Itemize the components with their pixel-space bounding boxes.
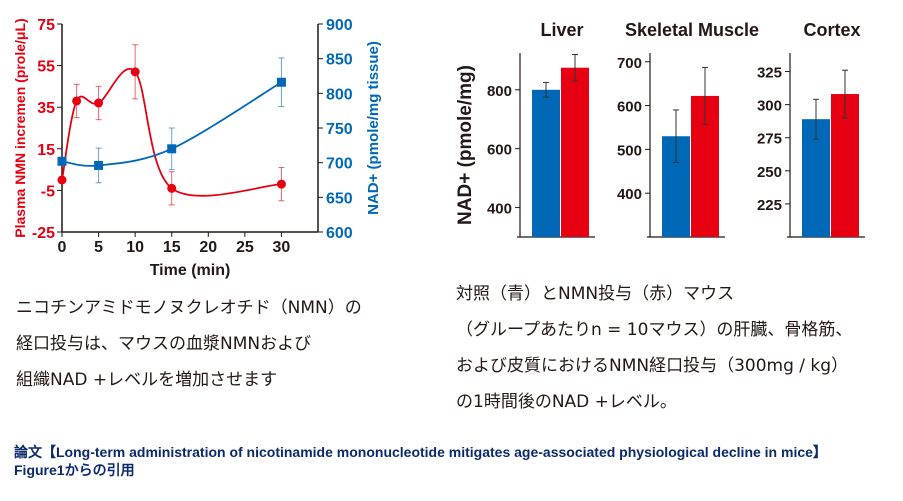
left-tick-label: 15 <box>37 142 55 159</box>
caption-line: 対照（青）とNMN投与（赤）マウス <box>456 284 735 304</box>
bar-tick-label: 250 <box>757 164 782 181</box>
left-tick-label: 55 <box>37 59 55 76</box>
right-tick-label: 700 <box>326 156 353 173</box>
x-tick-label: 10 <box>126 239 144 256</box>
reference-line-1: 論文【Long-term administration of nicotinam… <box>14 444 827 460</box>
data-point <box>57 175 67 185</box>
bar-tick-label: 325 <box>757 65 782 82</box>
bar <box>532 89 560 237</box>
caption-line: ニコチンアミドモノヌクレオチド（NMN）の <box>16 298 362 318</box>
bar-tick-label: 600 <box>487 142 512 159</box>
bar <box>561 67 589 237</box>
right-caption: 対照（青）とNMN投与（赤）マウス （グループあたりn = 10マウス）の肝臓、… <box>456 276 852 420</box>
data-point <box>57 156 67 166</box>
caption-line: および皮質におけるNMN経口投与（300mg / kg） <box>456 356 849 376</box>
x-tick-label: 5 <box>94 239 103 256</box>
caption-line: の1時間後のNAD +レベル。 <box>456 392 677 412</box>
data-point <box>276 77 286 87</box>
bar-tick-label: 500 <box>617 142 642 159</box>
data-point <box>167 144 177 154</box>
data-point <box>94 160 104 170</box>
bar-tick-label: 700 <box>617 55 642 72</box>
data-point <box>94 98 104 108</box>
data-point <box>130 67 140 77</box>
x-tick-label: 15 <box>163 239 181 256</box>
data-point <box>72 96 82 106</box>
right-tick-label: 600 <box>326 225 353 242</box>
right-tick-label: 750 <box>326 121 353 138</box>
left-tick-label: 75 <box>37 17 55 34</box>
caption-line: （グループあたりn = 10マウス）の肝臓、骨格筋、 <box>456 320 853 340</box>
bar-tick-label: 275 <box>757 131 782 148</box>
bar-tick-label: 400 <box>487 201 512 218</box>
right-axis-label: NAD+ (pmole/mg tissue) <box>365 41 382 215</box>
right-tick-label: 800 <box>326 86 353 103</box>
left-tick-label: 35 <box>37 100 55 117</box>
figure-charts: 75 55 35 15 -5 -25 900 850 800 750 700 650 600 0 5 10 15… <box>12 17 865 279</box>
bar-tick-label: 600 <box>617 99 642 116</box>
bar-tick-label: 300 <box>757 98 782 115</box>
right-tick-label: 650 <box>326 190 353 207</box>
data-point <box>276 179 286 189</box>
right-tick-label: 850 <box>326 52 353 69</box>
x-tick-label: 20 <box>199 239 217 256</box>
left-tick-label: -25 <box>32 225 55 242</box>
x-tick-label: 25 <box>236 239 254 256</box>
x-axis-label: Time (min) <box>150 262 231 279</box>
caption-line: 組織NAD +レベルを増加させます <box>16 370 278 390</box>
series-line <box>61 81 282 167</box>
bar-y-axis-label: NAD+ (pmole/mg) <box>455 65 476 225</box>
bar-tick-label: 400 <box>617 186 642 203</box>
reference-line-2: Figure1からの引用 <box>14 462 135 478</box>
bar-tick-label: 225 <box>757 197 782 214</box>
right-tick-label: 900 <box>326 17 353 34</box>
panel-title: Liver <box>540 20 583 40</box>
reference-citation: 論文【Long-term administration of nicotinam… <box>14 443 827 479</box>
panel-title: Skeletal Muscle <box>625 20 759 40</box>
x-tick-label: 30 <box>273 239 291 256</box>
data-point <box>167 183 177 193</box>
panel-title: Cortex <box>803 20 860 40</box>
bar-tick-label: 800 <box>487 83 512 100</box>
caption-line: 経口投与は、マウスの血漿NMNおよび <box>16 334 312 354</box>
x-tick-label: 0 <box>58 239 67 256</box>
left-caption: ニコチンアミドモノヌクレオチド（NMN）の 経口投与は、マウスの血漿NMNおよび… <box>16 290 362 398</box>
left-tick-label: -5 <box>41 183 55 200</box>
left-axis-label: Plasma NMN incremen (prole/μL) <box>12 18 28 237</box>
